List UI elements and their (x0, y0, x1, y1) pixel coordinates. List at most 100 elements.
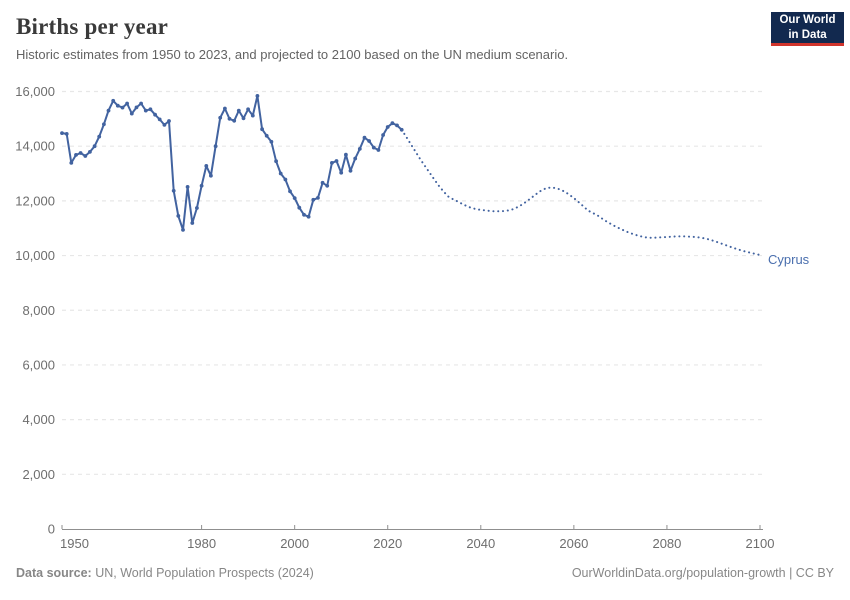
data-point (143, 108, 148, 113)
data-point (330, 161, 334, 165)
data-point (344, 152, 348, 157)
data-point (283, 177, 288, 182)
y-tick-label: 12,000 (15, 193, 55, 208)
data-point (348, 168, 353, 173)
data-point (246, 107, 251, 112)
owid-logo-line1: Our World (779, 13, 836, 26)
data-point (362, 135, 367, 140)
chart-header: Births per year Historic estimates from … (16, 14, 751, 62)
data-point (311, 197, 316, 202)
data-point (381, 133, 385, 137)
data-source-note: Data source: UN, World Population Prospe… (16, 566, 314, 580)
data-point (390, 121, 395, 126)
x-tick-label: 2000 (280, 536, 309, 551)
data-point (264, 133, 269, 138)
data-point (64, 132, 69, 136)
x-tick-label: 1950 (60, 536, 89, 551)
data-point (269, 139, 274, 144)
y-tick-label: 14,000 (15, 139, 55, 154)
data-point (353, 156, 358, 161)
data-point (181, 228, 185, 232)
data-point (199, 183, 204, 188)
data-point (227, 116, 232, 121)
y-tick-label: 6,000 (22, 357, 55, 372)
data-point (139, 101, 144, 106)
data-point (320, 180, 325, 185)
data-point (385, 125, 390, 129)
x-tick-label: 2060 (559, 536, 588, 551)
data-point (371, 145, 376, 150)
y-tick-label: 0 (48, 522, 55, 537)
data-point (232, 118, 237, 123)
x-tick-label: 2100 (746, 536, 775, 551)
x-tick-label: 1980 (187, 536, 216, 551)
data-point (306, 214, 311, 219)
data-point (106, 108, 111, 113)
data-point (69, 161, 74, 165)
data-source-label: Data source: (16, 566, 92, 580)
owid-logo-stripe (771, 43, 844, 46)
series-line-dotted (400, 128, 761, 256)
data-point (218, 115, 223, 120)
data-point (78, 151, 83, 155)
data-point (278, 171, 283, 176)
x-tick-label: 2040 (466, 536, 495, 551)
x-tick-label: 2080 (652, 536, 681, 551)
x-tick-label: 2020 (373, 536, 402, 551)
data-point (209, 173, 213, 178)
data-point (92, 144, 97, 149)
data-point (83, 154, 88, 158)
data-point (120, 105, 125, 110)
data-point (339, 170, 344, 175)
page-title: Births per year (16, 14, 169, 39)
data-point (148, 107, 153, 112)
data-point (171, 188, 176, 193)
data-point (97, 134, 102, 139)
data-point (195, 206, 199, 210)
data-point (102, 122, 106, 127)
data-point (167, 119, 171, 123)
data-source-value: UN, World Population Prospects (2024) (91, 566, 314, 580)
data-point (125, 101, 129, 106)
data-point (255, 94, 260, 98)
series-line-solid (61, 94, 403, 231)
data-point (376, 148, 381, 152)
y-tick-label: 16,000 (15, 84, 55, 99)
data-point (367, 139, 371, 143)
data-point (223, 106, 227, 111)
data-point (250, 113, 255, 118)
data-point (115, 103, 120, 108)
y-tick-label: 10,000 (15, 248, 55, 263)
owid-url-note[interactable]: OurWorldinData.org/population-growth | C… (571, 566, 834, 580)
data-point (325, 183, 330, 188)
data-point (88, 150, 92, 154)
series-label-cyprus: Cyprus (768, 252, 810, 267)
data-point (74, 153, 78, 157)
y-tick-label: 2,000 (22, 467, 55, 482)
data-point (395, 123, 399, 128)
data-point (288, 189, 292, 194)
data-point (357, 147, 362, 151)
data-point (176, 214, 181, 218)
owid-logo[interactable]: Our World in Data (771, 12, 844, 43)
chart-footer: Data source: UN, World Population Prospe… (16, 566, 834, 580)
data-point (274, 159, 278, 164)
data-point (236, 108, 241, 113)
data-point (162, 123, 167, 127)
data-point (111, 98, 116, 103)
y-tick-label: 8,000 (22, 303, 55, 318)
data-point (316, 196, 320, 200)
data-point (153, 112, 158, 117)
data-point (241, 116, 246, 121)
data-point (60, 131, 64, 136)
data-point (292, 196, 297, 201)
data-point (157, 117, 162, 122)
owid-logo-line2: in Data (788, 28, 827, 41)
data-point (185, 185, 190, 189)
chart-subtitle: Historic estimates from 1950 to 2023, an… (16, 47, 569, 62)
data-point (297, 205, 302, 210)
data-point (204, 164, 209, 168)
data-point (260, 127, 264, 132)
data-point (334, 159, 339, 163)
